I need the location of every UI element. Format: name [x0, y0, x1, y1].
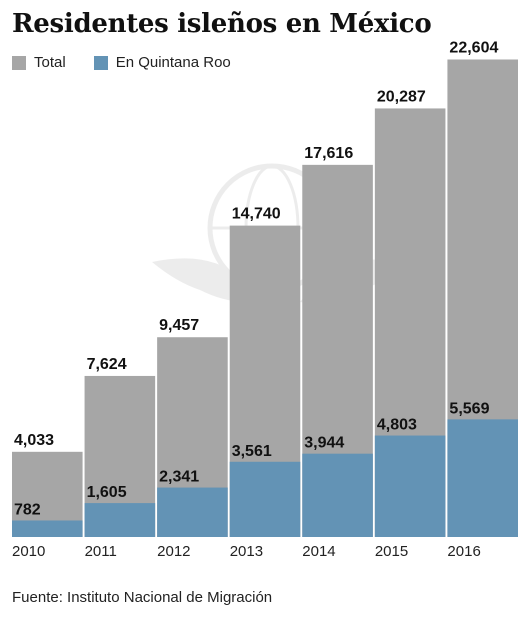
data-label-total-2015: 20,287 [377, 88, 426, 105]
data-label-quintana-roo-2011: 1,605 [87, 484, 127, 501]
bar-quintana-roo-2013 [229, 461, 301, 537]
x-tick-label-2012: 2012 [157, 543, 190, 560]
bar-quintana-roo-2011 [84, 503, 156, 537]
bar-quintana-roo-2010 [12, 520, 83, 537]
chart-title: Residentes isleños en México [12, 9, 432, 39]
x-tick-label-2011: 2011 [85, 543, 117, 560]
legend-swatch-total [12, 55, 26, 70]
legend-swatch-quintana-roo [93, 55, 108, 70]
data-label-quintana-roo-2013: 3,561 [232, 443, 272, 460]
x-tick-label-2013: 2013 [230, 543, 263, 560]
data-label-total-2013: 14,740 [232, 206, 281, 223]
bar-quintana-roo-2012 [157, 487, 228, 537]
bar-quintana-roo-2015 [374, 435, 446, 537]
x-tick-label-2010: 2010 [12, 543, 45, 560]
chart-legend: Total En Quintana Roo [12, 54, 259, 71]
data-label-quintana-roo-2015: 4,803 [377, 417, 417, 434]
x-tick-label-2014: 2014 [302, 543, 335, 560]
legend-label-quintana-roo: En Quintana Roo [115, 54, 231, 71]
legend-label-total: Total [34, 54, 66, 71]
data-label-total-2011: 7,624 [87, 356, 127, 373]
source-note: Fuente: Instituto Nacional de Migración [12, 589, 273, 606]
data-label-quintana-roo-2010: 782 [14, 501, 41, 518]
legend-item-quintana-roo: En Quintana Roo [93, 54, 231, 71]
data-label-quintana-roo-2016: 5,569 [449, 400, 489, 417]
data-label-total-2010: 4,033 [14, 432, 54, 449]
data-label-total-2016: 22,604 [449, 39, 498, 56]
legend-item-total: Total [12, 54, 66, 71]
data-label-total-2012: 9,457 [159, 317, 199, 334]
bar-quintana-roo-2016 [447, 419, 518, 537]
data-label-total-2014: 17,616 [304, 145, 353, 162]
data-label-quintana-roo-2014: 3,944 [304, 435, 344, 452]
bar-quintana-roo-2014 [302, 453, 373, 537]
x-tick-label-2015: 2015 [375, 543, 408, 560]
x-tick-label-2016: 2016 [447, 543, 480, 560]
data-label-quintana-roo-2012: 2,341 [159, 469, 199, 486]
